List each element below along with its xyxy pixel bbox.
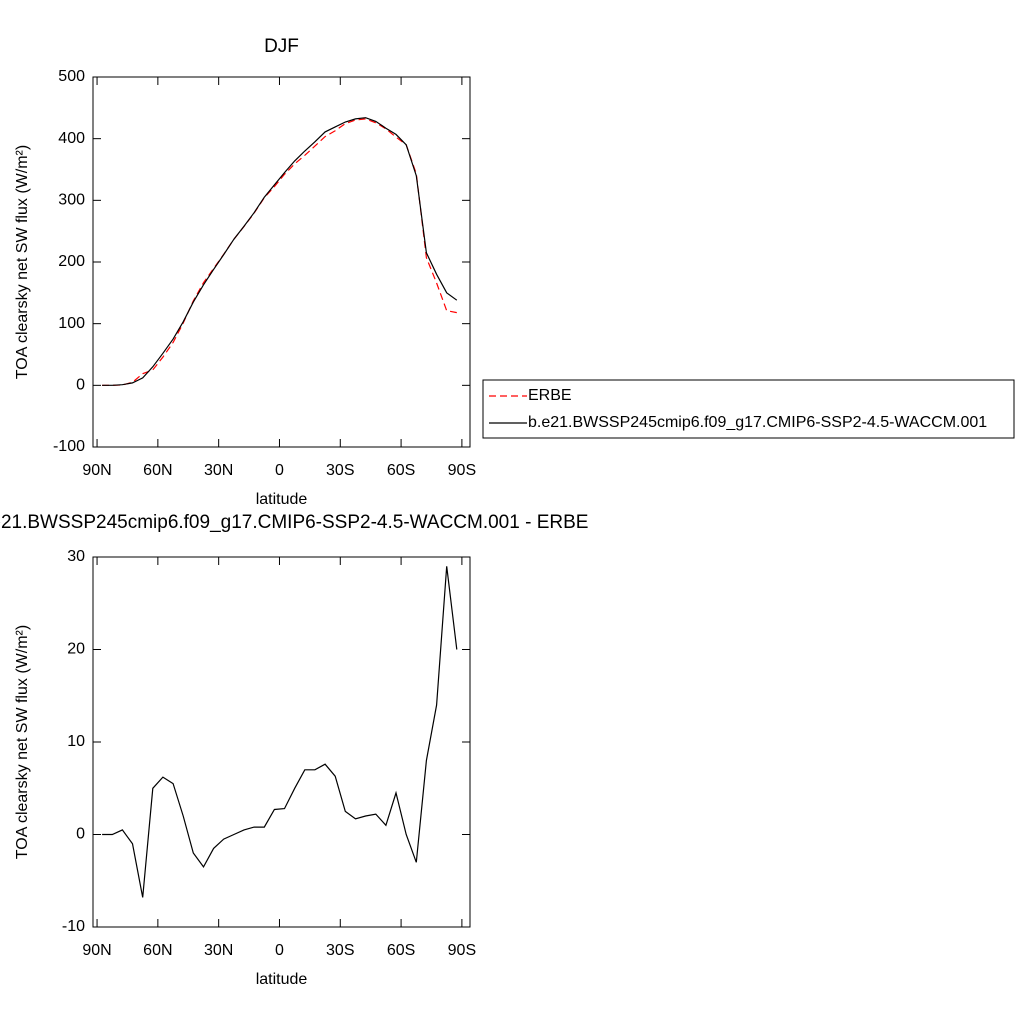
y-tick-label: 10	[67, 733, 85, 750]
chart-title: DJF	[264, 36, 299, 57]
x-tick-label: 90N	[82, 462, 111, 479]
chart-title: b.e21.BWSSP245cmip6.f09_g17.CMIP6-SSP2-4…	[0, 512, 588, 533]
x-tick-label: 0	[275, 462, 284, 479]
x-tick-label: 30S	[326, 942, 354, 959]
y-tick-label: 0	[76, 826, 85, 843]
y-tick-label: 100	[58, 315, 85, 332]
plot-frame	[92, 556, 471, 928]
y-tick-label: 400	[58, 130, 85, 147]
y-axis-label: TOA clearsky net SW flux (W/m²)	[14, 625, 31, 859]
x-tick-label: 30N	[204, 462, 233, 479]
x-tick-label: 60S	[387, 462, 415, 479]
plot-frame	[92, 76, 471, 448]
x-tick-label: 90S	[448, 462, 476, 479]
y-tick-label: -100	[53, 438, 85, 455]
y-axis-label: TOA clearsky net SW flux (W/m²)	[14, 145, 31, 379]
data-line	[102, 117, 458, 386]
y-tick-label: 0	[76, 377, 85, 394]
legend-box	[482, 379, 1015, 439]
x-tick-label: 90S	[448, 942, 476, 959]
x-tick-label: 30S	[326, 462, 354, 479]
legend-label: ERBE	[528, 387, 572, 404]
x-axis-label: latitude	[256, 491, 308, 508]
x-tick-label: 30N	[204, 942, 233, 959]
y-tick-label: 300	[58, 192, 85, 209]
x-tick-label: 60N	[143, 462, 172, 479]
data-line	[102, 566, 458, 898]
y-tick-label: 200	[58, 253, 85, 270]
y-tick-label: 30	[67, 548, 85, 565]
y-tick-label: 20	[67, 641, 85, 658]
data-line	[102, 118, 457, 386]
x-tick-label: 60S	[387, 942, 415, 959]
x-tick-label: 0	[275, 942, 284, 959]
x-tick-label: 90N	[82, 942, 111, 959]
y-tick-label: 500	[58, 68, 85, 85]
x-axis-label: latitude	[256, 971, 308, 988]
legend-label: b.e21.BWSSP245cmip6.f09_g17.CMIP6-SSP2-4…	[528, 414, 987, 431]
x-tick-label: 60N	[143, 942, 172, 959]
y-tick-label: -10	[62, 918, 85, 935]
